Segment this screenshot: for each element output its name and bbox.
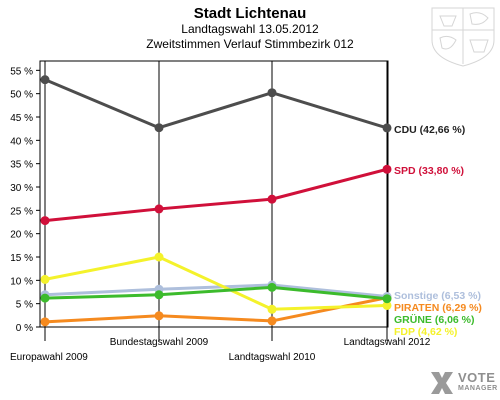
x-tick-label: Europawahl 2009	[10, 352, 88, 363]
y-tick-label: 35 %	[10, 160, 33, 171]
series-label-grüne: GRÜNE (6,06 %)	[394, 313, 475, 326]
y-tick-label: 15 %	[10, 253, 33, 264]
series-line-cdu	[44, 78, 388, 130]
x-tick-label: Bundestagswahl 2009	[110, 337, 209, 348]
chart-title: Stadt Lichtenau	[193, 5, 307, 22]
series-label-piraten: PIRATEN (6,29 %)	[394, 302, 482, 314]
series-label-spd: SPD (33,80 %)	[394, 165, 464, 177]
data-point-fdp	[154, 252, 164, 262]
data-point-grüne	[382, 294, 392, 304]
data-point-piraten	[267, 316, 277, 326]
series-line-spd	[44, 167, 388, 223]
coat-of-arms-icon	[431, 7, 495, 67]
data-point-grüne	[154, 290, 164, 300]
x-mark-icon	[431, 372, 453, 394]
data-point-spd	[267, 194, 277, 204]
logo-text-vote: VOTE	[458, 370, 496, 385]
y-tick-label: 10 %	[10, 276, 33, 287]
data-point-cdu	[40, 75, 50, 85]
y-tick-label: 45 %	[10, 113, 33, 124]
data-point-spd	[40, 216, 50, 226]
chart-subtitle: Landtagswahl 13.05.2012	[181, 22, 319, 36]
series-line-sonstige	[44, 283, 388, 299]
y-tick-label: 30 %	[10, 183, 33, 194]
y-tick-label: 55 %	[10, 66, 33, 77]
chart-subtitle-2: Zweitstimmen Verlauf Stimmbezirk 012	[146, 37, 354, 51]
plot-area: 0 % 5 % 10 % 15 % 20 % 25 % 30 % 35 % 40 % 45 % 50…	[10, 60, 482, 363]
x-tick-label: Landtagswahl 2012	[344, 337, 431, 348]
series-line-fdp	[44, 255, 388, 311]
series-label-fdp: FDP (4,62 %)	[394, 326, 457, 338]
data-point-cdu	[267, 88, 277, 98]
y-tick-label: 5 %	[16, 300, 33, 311]
y-tick-label: 25 %	[10, 206, 33, 217]
logo-text-manager: MANAGER	[458, 385, 498, 392]
data-point-fdp	[267, 304, 277, 314]
series-line-grüne	[44, 285, 388, 301]
series-label-sonstige: Sonstige (6,53 %)	[394, 290, 481, 302]
series-label-cdu: CDU (42,66 %)	[394, 124, 465, 136]
data-point-piraten	[154, 311, 164, 321]
x-tick-label: Landtagswahl 2010	[229, 352, 316, 363]
data-point-grüne	[267, 282, 277, 292]
data-point-fdp	[382, 300, 392, 310]
data-point-fdp	[40, 274, 50, 284]
y-tick-label: 40 %	[10, 136, 33, 147]
series-line-piraten	[44, 296, 388, 324]
vote-manager-logo: VOTE MANAGER	[428, 368, 498, 398]
data-point-piraten	[40, 317, 50, 327]
data-point-spd	[154, 204, 164, 214]
y-tick-label: 20 %	[10, 230, 33, 241]
data-point-grüne	[40, 293, 50, 303]
plot-frame	[39, 60, 389, 328]
data-point-cdu	[382, 123, 392, 133]
y-tick-label: 50 %	[10, 90, 33, 101]
data-point-cdu	[154, 123, 164, 133]
data-point-spd	[382, 164, 392, 174]
y-tick-label: 0 %	[16, 323, 33, 334]
